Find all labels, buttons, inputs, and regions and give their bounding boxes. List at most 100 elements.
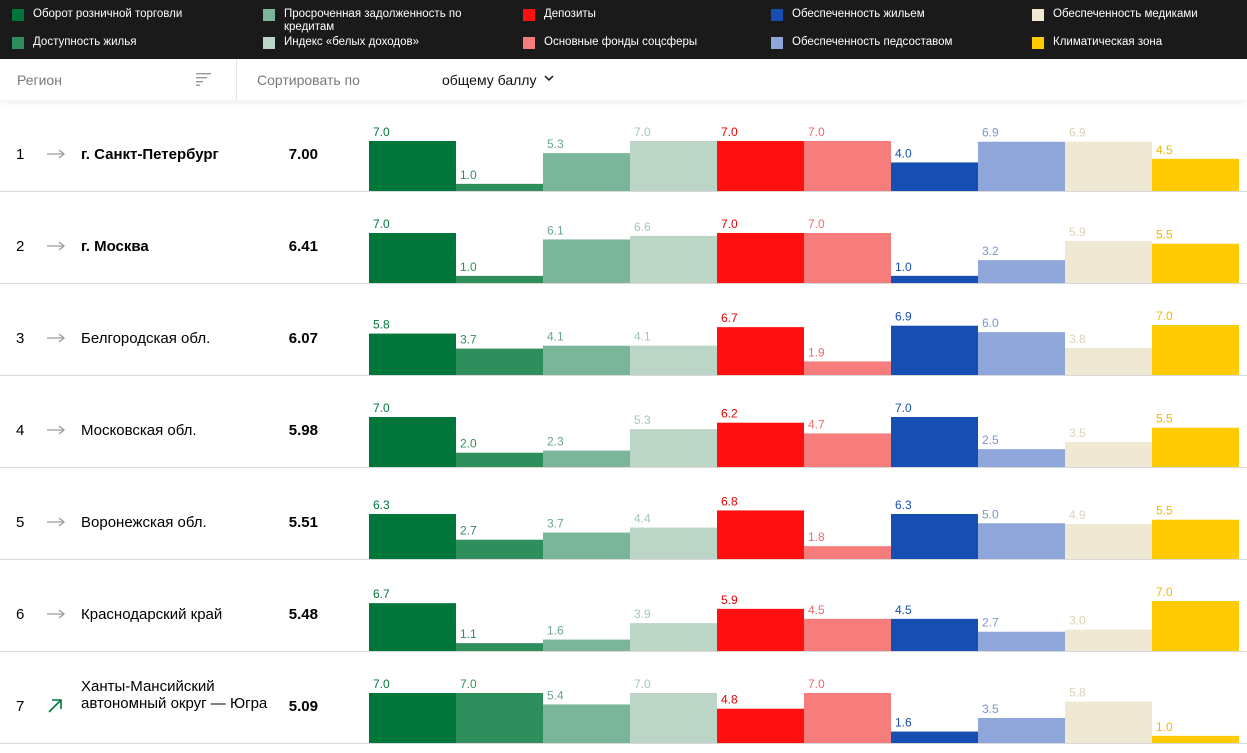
bar[interactable] — [369, 141, 456, 191]
region-name[interactable]: Воронежская обл. — [81, 514, 207, 531]
bar[interactable] — [1152, 158, 1239, 191]
bar[interactable] — [891, 514, 978, 559]
region-name[interactable]: г. Санкт-Петербург — [81, 146, 219, 163]
bar[interactable] — [456, 693, 543, 743]
toolbar-divider — [236, 59, 237, 100]
bar[interactable] — [804, 433, 891, 467]
bar[interactable] — [456, 275, 543, 283]
bar[interactable] — [717, 608, 804, 651]
bar[interactable] — [1152, 427, 1239, 467]
bar[interactable] — [456, 452, 543, 467]
bar[interactable] — [717, 233, 804, 283]
bar[interactable] — [891, 731, 978, 743]
bar-value-label: 6.8 — [721, 494, 738, 508]
bar[interactable] — [717, 708, 804, 743]
bar[interactable] — [717, 510, 804, 559]
region-name[interactable]: Ханты-Мансийский автономный округ — Югра — [81, 678, 268, 712]
bar[interactable] — [891, 325, 978, 375]
bar[interactable] — [456, 643, 543, 651]
chevron-down-icon[interactable] — [544, 74, 554, 82]
bar[interactable] — [1065, 240, 1152, 283]
bar[interactable] — [891, 618, 978, 651]
table-row[interactable]: 7 Ханты-Мансийский автономный округ — Югр… — [0, 652, 1247, 744]
bar[interactable] — [804, 361, 891, 375]
bar[interactable] — [369, 603, 456, 651]
bar[interactable] — [1152, 735, 1239, 743]
bar[interactable] — [804, 141, 891, 191]
bar[interactable] — [891, 162, 978, 191]
bar[interactable] — [978, 631, 1065, 651]
table-row[interactable]: 4 Московская обл. 5.98 — [0, 376, 1247, 468]
table-row[interactable]: 5 Воронежская обл. 5.51 — [0, 468, 1247, 560]
bar[interactable] — [804, 693, 891, 743]
bar-value-label: 4.4 — [634, 512, 651, 526]
bar[interactable] — [1065, 347, 1152, 375]
bar[interactable] — [543, 239, 630, 283]
bar[interactable] — [543, 704, 630, 743]
bar-value-label: 4.8 — [721, 693, 738, 707]
bar[interactable] — [1152, 519, 1239, 559]
bar[interactable] — [978, 523, 1065, 559]
bar[interactable] — [369, 514, 456, 559]
region-name[interactable]: г. Москва — [81, 238, 149, 255]
bar[interactable] — [456, 183, 543, 191]
bar[interactable] — [1065, 701, 1152, 743]
bar[interactable] — [1065, 141, 1152, 191]
bar[interactable] — [1152, 243, 1239, 283]
table-row[interactable]: 6 Краснодарский край 5.48 — [0, 560, 1247, 652]
bar-value-label: 7.0 — [895, 401, 912, 415]
bar[interactable] — [456, 539, 543, 559]
bar[interactable] — [630, 345, 717, 375]
bar[interactable] — [456, 348, 543, 375]
bar[interactable] — [630, 235, 717, 283]
legend-label: Просроченная задолженность по кредитам — [284, 8, 462, 33]
bar[interactable] — [717, 141, 804, 191]
bar[interactable] — [1065, 629, 1152, 651]
arrow-up-right-icon — [48, 699, 62, 713]
bar[interactable] — [1152, 601, 1239, 651]
rank-number: 5 — [16, 514, 25, 531]
bar[interactable] — [717, 327, 804, 375]
bar[interactable] — [543, 345, 630, 375]
bar[interactable] — [891, 275, 978, 283]
bar[interactable] — [804, 233, 891, 283]
table-row[interactable]: 2 г. Москва 6.41 — [0, 192, 1247, 284]
bar-value-label: 6.3 — [895, 498, 912, 512]
bar[interactable] — [978, 260, 1065, 283]
bar[interactable] — [543, 153, 630, 191]
total-score: 6.41 — [288, 238, 318, 255]
bar[interactable] — [630, 141, 717, 191]
bar[interactable] — [630, 527, 717, 559]
bar[interactable] — [369, 693, 456, 743]
bar[interactable] — [978, 449, 1065, 467]
region-name[interactable]: Белгородская обл. — [81, 330, 211, 347]
sort-icon[interactable] — [196, 72, 212, 86]
bar[interactable] — [369, 233, 456, 283]
region-name[interactable]: Московская обл. — [81, 422, 197, 439]
table-row[interactable]: 3 Белгородская обл. 6.07 — [0, 284, 1247, 376]
bar[interactable] — [369, 333, 456, 375]
bar[interactable] — [369, 417, 456, 467]
bar[interactable] — [630, 429, 717, 467]
bar[interactable] — [717, 422, 804, 467]
sort-dropdown[interactable]: общему баллу — [442, 72, 537, 88]
bar[interactable] — [978, 332, 1065, 375]
total-score: 5.51 — [288, 514, 318, 531]
bar[interactable] — [543, 450, 630, 467]
bar[interactable] — [804, 546, 891, 559]
bar[interactable] — [891, 417, 978, 467]
bar-value-label: 3.7 — [460, 333, 477, 347]
bar[interactable] — [543, 639, 630, 651]
bar[interactable] — [630, 693, 717, 743]
table-row[interactable]: 1 г. Санкт-Петербург 7.00 — [0, 100, 1247, 192]
bar[interactable] — [1065, 442, 1152, 467]
bar[interactable] — [978, 718, 1065, 743]
bar[interactable] — [1065, 524, 1152, 559]
region-name[interactable]: Краснодарский край — [81, 606, 223, 623]
bar[interactable] — [804, 618, 891, 651]
bar[interactable] — [630, 623, 717, 651]
bar-value-label: 6.7 — [721, 311, 738, 325]
bar[interactable] — [543, 532, 630, 559]
bar[interactable] — [978, 141, 1065, 191]
bar[interactable] — [1152, 325, 1239, 375]
